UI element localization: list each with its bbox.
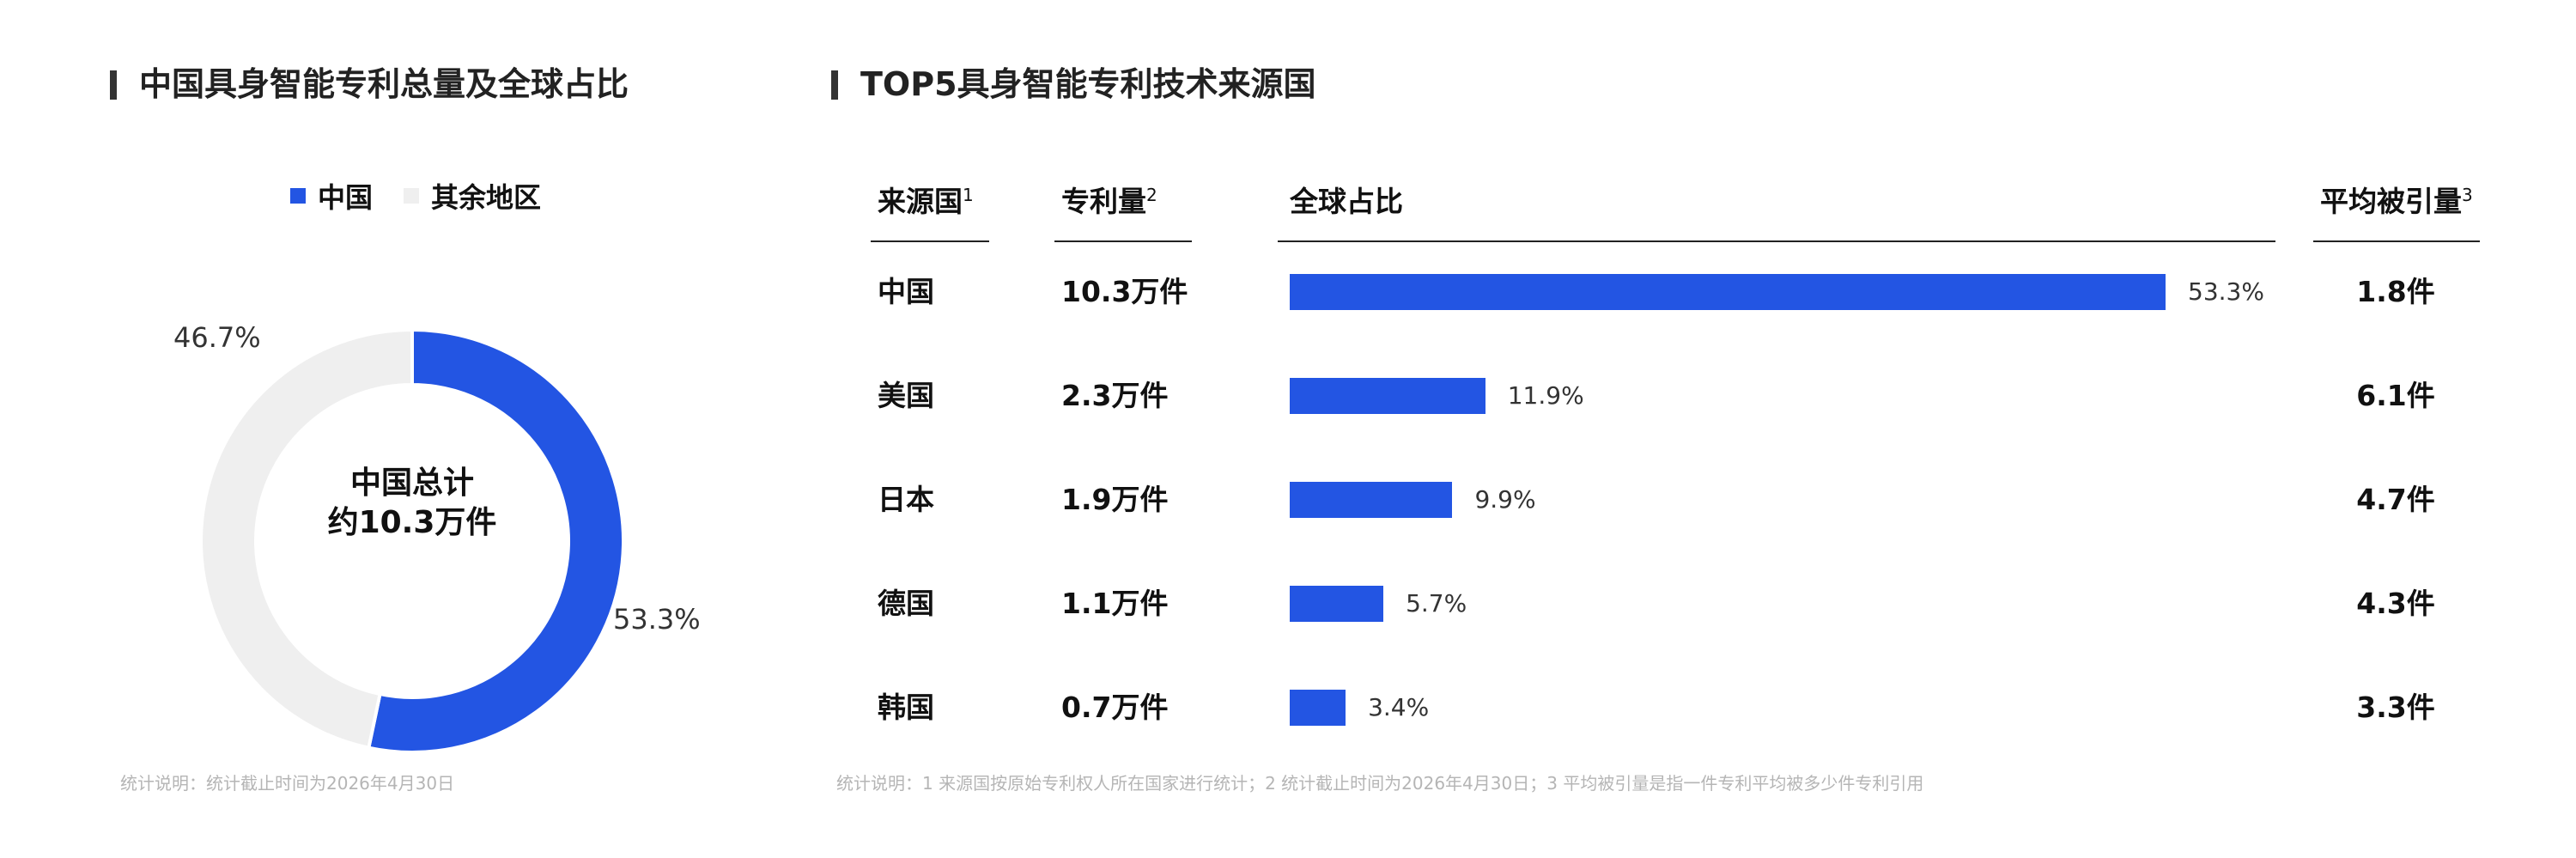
donut-center-line2: 约10.3万件 <box>327 505 497 540</box>
row-bar <box>1290 586 1384 622</box>
row-citations: 6.1件 <box>2356 379 2435 412</box>
donut-section-title: 中国具身智能专利总量及全球占比 <box>110 64 629 105</box>
row-bar-label: 3.4% <box>1368 693 1430 721</box>
footnote-left: 统计说明：统计截止时间为2026年4月30日 <box>120 773 455 794</box>
row-country: 韩国 <box>878 691 934 724</box>
row-bar <box>1290 274 2166 310</box>
donut-center-line1: 中国总计 <box>349 466 474 501</box>
row-bar-label: 11.9% <box>1507 381 1584 410</box>
header-country-label: 来源国 <box>878 185 963 218</box>
header-country: 来源国1 <box>878 179 974 220</box>
row-bar-label: 5.7% <box>1406 589 1467 618</box>
donut-center-text: 中国总计 约10.3万件 <box>283 464 541 543</box>
row-bar-label: 9.9% <box>1474 485 1536 514</box>
row-country: 中国 <box>878 275 934 308</box>
donut-legend: 中国 其余地区 <box>290 176 572 216</box>
header-cites-label: 平均被引量 <box>2320 185 2462 218</box>
header-cites: 平均被引量3 <box>2320 179 2473 220</box>
row-patents: 1.9万件 <box>1061 483 1169 516</box>
header-rule-patents <box>1054 240 1192 242</box>
row-patents: 2.3万件 <box>1061 379 1169 412</box>
donut-slice-rest <box>199 327 414 751</box>
row-country: 日本 <box>878 483 934 516</box>
row-patents: 0.7万件 <box>1061 691 1169 724</box>
footnote-right: 统计说明：1 来源国按原始专利权人所在国家进行统计；2 统计截止时间为2026年… <box>836 773 1924 794</box>
donut-label-china: 53.3% <box>613 603 701 636</box>
legend-label-rest: 其余地区 <box>431 181 542 214</box>
row-citations: 1.8件 <box>2356 275 2435 308</box>
row-patents: 10.3万件 <box>1061 275 1188 308</box>
row-citations: 4.3件 <box>2356 587 2435 620</box>
donut-chart <box>199 327 625 754</box>
header-rule-cites <box>2313 240 2480 242</box>
header-share: 全球占比 <box>1290 179 1403 220</box>
row-citations: 4.7件 <box>2356 483 2435 516</box>
legend-swatch-china <box>290 188 306 204</box>
header-patents: 专利量2 <box>1061 179 1157 220</box>
header-share-label: 全球占比 <box>1290 185 1403 218</box>
row-bar-label: 53.3% <box>2188 277 2264 306</box>
row-bar <box>1290 378 1485 414</box>
header-rule-country <box>871 240 989 242</box>
row-bar <box>1290 482 1453 518</box>
header-country-sup: 1 <box>963 185 974 205</box>
table-section-title: TOP5具身智能专利技术来源国 <box>831 64 1316 105</box>
legend-item-rest: 其余地区 <box>404 176 541 216</box>
row-country: 德国 <box>878 587 934 620</box>
row-patents: 1.1万件 <box>1061 587 1169 620</box>
header-patents-sup: 2 <box>1146 185 1157 205</box>
header-patents-label: 专利量 <box>1061 185 1146 218</box>
header-rule-share <box>1278 240 2275 242</box>
legend-item-china: 中国 <box>290 176 373 216</box>
legend-label-china: 中国 <box>318 181 374 214</box>
row-bar <box>1290 690 1346 726</box>
donut-label-rest: 46.7% <box>173 321 261 354</box>
row-country: 美国 <box>878 379 934 412</box>
header-cites-sup: 3 <box>2462 185 2473 205</box>
donut-slice-china <box>366 327 625 754</box>
row-citations: 3.3件 <box>2356 691 2435 724</box>
legend-swatch-rest <box>404 188 420 204</box>
